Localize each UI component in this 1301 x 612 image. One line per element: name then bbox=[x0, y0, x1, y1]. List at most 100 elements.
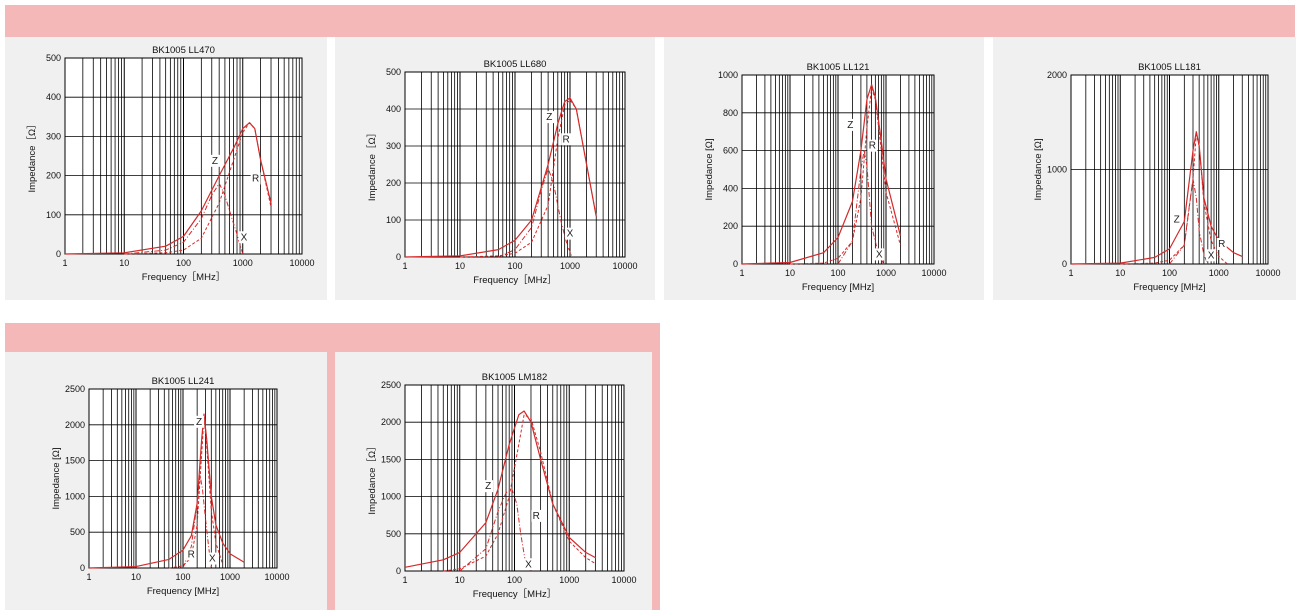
horizontal-grid bbox=[405, 71, 625, 258]
x-tick-label: 1000 bbox=[233, 258, 253, 268]
y-tick-label: 400 bbox=[46, 92, 61, 102]
series-z-line bbox=[64, 122, 272, 255]
curve-label-bg bbox=[209, 154, 220, 167]
y-tick-label: 0 bbox=[396, 252, 401, 262]
curve-label-r: R bbox=[869, 141, 876, 152]
x-tick-label: 10000 bbox=[921, 268, 946, 278]
chart-panel-ll121: BK1005 LL121 1 10 100 1000 10000 0 200 400 600 800… bbox=[664, 37, 984, 300]
series-x-line bbox=[837, 150, 885, 265]
x-tick-label: 1 bbox=[62, 258, 67, 268]
series-z-line bbox=[741, 83, 901, 265]
series-group bbox=[64, 122, 272, 255]
y-tick-label: 0 bbox=[396, 566, 401, 576]
y-tick-label: 1500 bbox=[381, 454, 401, 464]
x-tick-label: 1000 bbox=[220, 572, 240, 582]
chart-title: BK1005 LL470 bbox=[152, 45, 215, 56]
x-tick-label: 100 bbox=[176, 258, 191, 268]
x-tick-label: 10 bbox=[119, 258, 129, 268]
y-axis-label: Impedance [Ω] bbox=[704, 138, 715, 200]
curve-label-bg bbox=[845, 118, 856, 131]
y-tick-label: 800 bbox=[723, 108, 738, 118]
x-tick-label: 10000 bbox=[1255, 268, 1280, 278]
x-tick-label: 100 bbox=[1162, 268, 1177, 278]
y-tick-label: 2000 bbox=[65, 420, 85, 430]
series-group bbox=[404, 97, 597, 258]
curve-label-x: X bbox=[1208, 250, 1215, 261]
x-tick-label: 1000 bbox=[560, 261, 580, 271]
curve-label-bg bbox=[1171, 213, 1182, 226]
x-tick-label: 100 bbox=[507, 261, 522, 271]
y-axis-label: Impedance［Ω］ bbox=[27, 119, 38, 192]
curve-label-x: X bbox=[567, 229, 574, 240]
chart-title: BK1005 LM182 bbox=[482, 372, 548, 383]
curve-label-r: R bbox=[563, 134, 570, 145]
y-axis-label: Impedance［Ω］ bbox=[367, 128, 378, 201]
curve-label-bg bbox=[565, 227, 575, 240]
curve-label-r: R bbox=[533, 511, 540, 522]
series-r-line bbox=[124, 122, 272, 255]
series-z-line bbox=[404, 410, 596, 568]
curve-label-bg bbox=[186, 548, 197, 561]
curve-label-x: X bbox=[209, 554, 216, 565]
horizontal-grid bbox=[405, 384, 624, 572]
x-tick-label: 1000 bbox=[559, 575, 579, 585]
y-tick-label: 1000 bbox=[1047, 165, 1067, 175]
curve-label-bg bbox=[194, 415, 205, 428]
y-tick-label: 100 bbox=[46, 210, 61, 220]
vertical-grid bbox=[404, 385, 622, 571]
curve-label-x: X bbox=[876, 249, 883, 260]
x-tick-label: 100 bbox=[507, 575, 522, 585]
y-tick-label: 200 bbox=[386, 178, 401, 188]
y-tick-label: 100 bbox=[386, 215, 401, 225]
impedance-chart-ll470: BK1005 LL470 1 10 100 1000 10000 0 100 200 300 400… bbox=[27, 45, 315, 283]
x-axis-label: Frequency［MHz］ bbox=[473, 275, 556, 286]
impedance-chart-lm182: BK1005 LM182 1 10 100 1000 10000 0 500 1000 1500 2… bbox=[367, 372, 637, 600]
curve-label-x: X bbox=[241, 232, 248, 243]
x-tick-label: 1 bbox=[739, 268, 744, 278]
y-axis-label: Impedance [Ω] bbox=[51, 447, 62, 509]
vertical-grid bbox=[88, 389, 276, 568]
x-tick-label: 10 bbox=[455, 261, 465, 271]
y-tick-label: 1000 bbox=[381, 492, 401, 502]
chart-title: BK1005 LL241 bbox=[152, 376, 215, 387]
x-tick-label: 10000 bbox=[611, 575, 636, 585]
curve-label-bg bbox=[483, 480, 494, 493]
y-tick-label: 1000 bbox=[718, 70, 738, 80]
x-axis-label: Frequency [MHz] bbox=[802, 282, 874, 293]
row-band-1 bbox=[5, 5, 1295, 37]
curve-label-bg bbox=[239, 231, 250, 244]
y-tick-label: 300 bbox=[386, 141, 401, 151]
x-axis-label: Frequency［MHz］ bbox=[142, 272, 225, 283]
curve-label-bg bbox=[523, 558, 534, 571]
curve-label-z: Z bbox=[212, 156, 218, 167]
series-r-line bbox=[168, 417, 224, 569]
x-tick-label: 10 bbox=[785, 268, 795, 278]
y-tick-label: 0 bbox=[733, 259, 738, 269]
curve-label-bg bbox=[250, 172, 261, 185]
y-tick-label: 2000 bbox=[1047, 70, 1067, 80]
y-tick-label: 2000 bbox=[381, 417, 401, 427]
curve-label-r: R bbox=[188, 549, 195, 560]
y-tick-label: 400 bbox=[386, 104, 401, 114]
x-tick-label: 10 bbox=[1115, 268, 1125, 278]
series-x-line bbox=[182, 474, 212, 569]
x-tick-label: 1 bbox=[86, 572, 91, 582]
chart-panel-ll470: BK1005 LL470 1 10 100 1000 10000 0 100 200 300 400… bbox=[5, 37, 327, 300]
x-tick-label: 100 bbox=[175, 572, 190, 582]
impedance-chart-ll121: BK1005 LL121 1 10 100 1000 10000 0 200 400 600 800… bbox=[704, 62, 947, 293]
curve-label-z: Z bbox=[196, 417, 202, 428]
x-tick-label: 10000 bbox=[612, 261, 637, 271]
curve-label-x: X bbox=[525, 559, 532, 570]
curve-label-z: Z bbox=[847, 120, 853, 131]
y-tick-label: 0 bbox=[56, 249, 61, 259]
series-group bbox=[741, 83, 901, 265]
curve-label-z: Z bbox=[485, 481, 491, 492]
curve-label-bg bbox=[531, 509, 542, 522]
chart-panel-ll680: BK1005 LL680 1 10 100 1000 10000 0 100 200 300 400… bbox=[335, 37, 655, 300]
x-tick-label: 10 bbox=[131, 572, 141, 582]
series-r-line bbox=[789, 87, 901, 265]
x-axis-label: Frequency［MHz］ bbox=[473, 589, 556, 600]
y-tick-label: 0 bbox=[80, 563, 85, 573]
chart-panel-ll181: BK1005 LL181 1 10 100 1000 10000 0 1000 2000 Freq… bbox=[993, 37, 1296, 300]
x-tick-label: 1 bbox=[1068, 268, 1073, 278]
